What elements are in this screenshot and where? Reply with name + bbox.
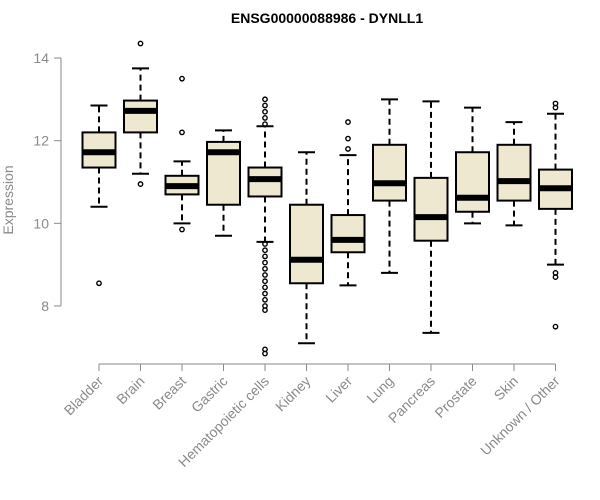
outlier-point	[179, 129, 185, 136]
outlier-point	[262, 350, 268, 357]
outlier-point	[179, 75, 185, 82]
outlier-point	[137, 40, 144, 47]
outlier-point	[137, 181, 144, 187]
box-hematopoietic-cells	[247, 96, 283, 357]
y-axis: 8 10 12 14	[33, 50, 62, 314]
iqr-box	[496, 143, 532, 202]
iqr-box	[123, 99, 158, 134]
iqr-box	[455, 151, 490, 213]
outlier-point	[262, 259, 268, 266]
outlier-point	[552, 274, 559, 280]
iqr-box	[372, 143, 407, 202]
y-tick-label: 8	[41, 298, 49, 314]
x-tick-label: Unknown / Other	[477, 373, 563, 459]
box-brain	[123, 40, 158, 187]
box-skin	[496, 121, 532, 227]
outlier-point	[345, 146, 351, 152]
outlier-point	[179, 226, 185, 233]
outlier-point	[262, 247, 268, 254]
box-liver	[330, 119, 366, 287]
x-tick-label: Liver	[322, 373, 355, 406]
outlier-point	[262, 121, 268, 128]
outlier-point	[262, 296, 268, 303]
outlier-point	[552, 104, 559, 111]
outlier-point	[262, 290, 268, 297]
box-lung	[372, 98, 407, 274]
outlier-point	[262, 115, 268, 121]
box-bladder	[81, 104, 117, 287]
y-tick-label: 10	[33, 215, 49, 231]
x-tick-label: Kidney	[272, 373, 314, 415]
outlier-point	[262, 253, 268, 260]
x-tick-label: Brain	[113, 373, 147, 407]
box-prostate	[455, 106, 490, 225]
outlier-point	[262, 108, 268, 115]
outlier-point	[262, 265, 268, 272]
outlier-point	[262, 307, 268, 314]
x-tick-label: Prostate	[431, 373, 479, 421]
box-pancreas	[413, 100, 449, 334]
outlier-point	[262, 272, 268, 278]
outlier-point	[262, 102, 268, 109]
iqr-box	[289, 203, 324, 285]
box-unknown-other	[538, 100, 573, 330]
outlier-point	[96, 280, 102, 287]
y-tick-label: 14	[33, 50, 49, 66]
outlier-point	[262, 241, 268, 247]
outlier-point	[262, 284, 268, 291]
iqr-box	[413, 176, 449, 242]
x-tick-label: Breast	[149, 373, 189, 413]
outlier-point	[262, 96, 268, 103]
chart-title: ENSG00000088986 - DYNLL1	[231, 10, 423, 26]
box-series	[81, 40, 573, 357]
outlier-point	[345, 119, 351, 125]
outlier-point	[552, 323, 559, 330]
y-axis-label: Expression	[0, 165, 16, 234]
box-kidney	[289, 151, 324, 345]
box-gastric	[206, 129, 241, 237]
x-tick-label: Bladder	[61, 373, 107, 419]
outlier-point	[262, 278, 268, 285]
box-breast	[164, 75, 200, 233]
outlier-point	[345, 135, 351, 142]
x-tick-label: Skin	[491, 373, 522, 404]
iqr-box	[330, 214, 366, 254]
y-tick-label: 12	[33, 133, 49, 149]
x-tick-label: Lung	[363, 373, 396, 406]
